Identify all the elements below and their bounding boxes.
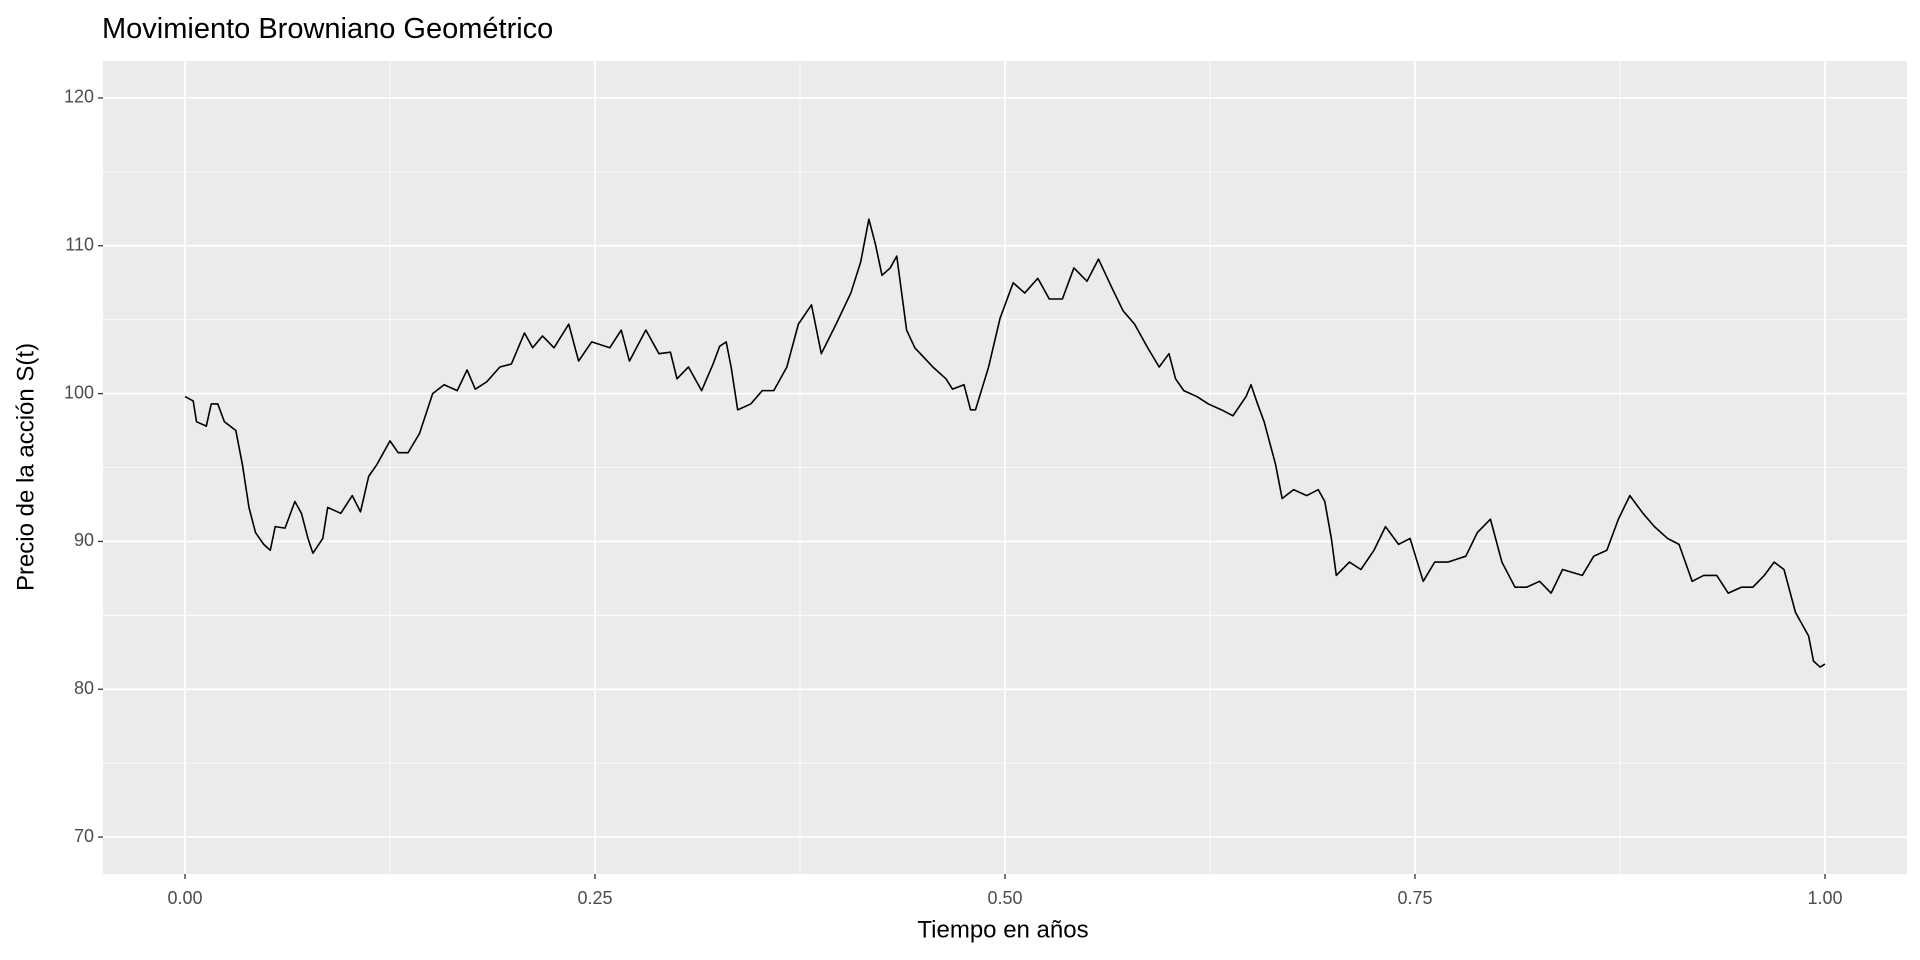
y-axis-title: Precio de la acción S(t) [12, 343, 39, 591]
x-tick-label: 0.50 [987, 888, 1022, 908]
y-tick-label: 110 [65, 235, 94, 255]
x-axis-title: Tiempo en años [917, 916, 1088, 943]
price-line [184, 218, 1826, 668]
y-tick-label: 90 [74, 530, 94, 550]
y-tick-label: 100 [64, 382, 94, 402]
y-tick-label: 80 [74, 678, 94, 698]
x-tick-label: 1.00 [1807, 888, 1842, 908]
x-tick-label: 0.25 [577, 888, 612, 908]
x-tick-label: 0.75 [1397, 888, 1432, 908]
x-tick-label: 0.00 [167, 888, 202, 908]
y-tick-label: 120 [64, 87, 94, 107]
chart-title: Movimiento Browniano Geométrico [102, 13, 553, 45]
y-tick-label: 70 [74, 826, 94, 846]
